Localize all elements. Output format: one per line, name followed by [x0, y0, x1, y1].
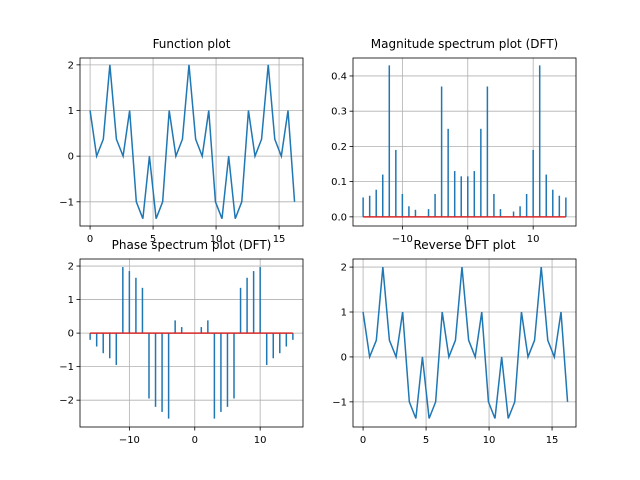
plot-area: [362, 65, 567, 218]
y-tick-label: 0.0: [331, 212, 347, 223]
y-tick-label: 0.3: [331, 107, 347, 118]
x-tick-label: 5: [150, 234, 156, 245]
axes-frame: [352, 57, 577, 227]
y-tick-label: 0: [68, 329, 74, 340]
axes-frame: [79, 57, 304, 227]
y-tick-label: −1: [59, 362, 74, 373]
y-tick-label: 2: [68, 262, 74, 273]
y-tick-label: 1: [341, 308, 347, 319]
y-tick-label: 1: [68, 106, 74, 117]
y-tick-label: −1: [332, 397, 347, 408]
x-tick-label: 0: [465, 234, 471, 245]
y-tick-label: 1: [68, 295, 74, 306]
y-tick-label: 2: [341, 263, 347, 274]
axes-frame: [79, 258, 304, 428]
plot-area: [89, 64, 296, 219]
subplot-title: Magnitude spectrum plot (DFT): [371, 37, 558, 51]
plot-area: [362, 267, 569, 419]
y-tick-label: −2: [59, 396, 74, 407]
subplot: Reverse DFT plot 0 5 10 15 −1 0 1 2: [332, 238, 577, 446]
y-tick-label: 0: [68, 152, 74, 163]
y-tick-label: 0.4: [331, 71, 347, 82]
x-tick-label: 10: [527, 234, 540, 245]
x-tick-label: −10: [119, 435, 140, 446]
subplot-title: Function plot: [153, 37, 231, 51]
x-tick-label: 10: [483, 435, 496, 446]
x-tick-label: 0: [192, 435, 198, 446]
plot-area: [89, 267, 294, 419]
y-tick-label: −1: [59, 197, 74, 208]
x-tick-label: 5: [423, 435, 429, 446]
line: [89, 64, 296, 219]
subplot-title: Phase spectrum plot (DFT): [112, 238, 272, 252]
x-tick-label: 0: [87, 234, 93, 245]
x-tick-label: 15: [273, 234, 286, 245]
axes-frame: [352, 258, 577, 428]
x-tick-label: 15: [546, 435, 559, 446]
subplot: Magnitude spectrum plot (DFT) −10 0 10 0.0 0.…: [331, 37, 577, 245]
x-tick-label: 10: [254, 435, 267, 446]
y-tick-label: 0.2: [331, 142, 347, 153]
subplot: Function plot 0 5 10 15 −1 0 1 2: [59, 37, 304, 245]
y-tick-label: 2: [68, 60, 74, 71]
y-tick-label: 0: [341, 352, 347, 363]
line: [362, 267, 569, 419]
y-tick-label: 0.1: [331, 177, 347, 188]
x-tick-label: 0: [360, 435, 366, 446]
x-tick-label: 10: [210, 234, 223, 245]
subplot-title: Reverse DFT plot: [413, 238, 515, 252]
x-tick-label: −10: [392, 234, 413, 245]
